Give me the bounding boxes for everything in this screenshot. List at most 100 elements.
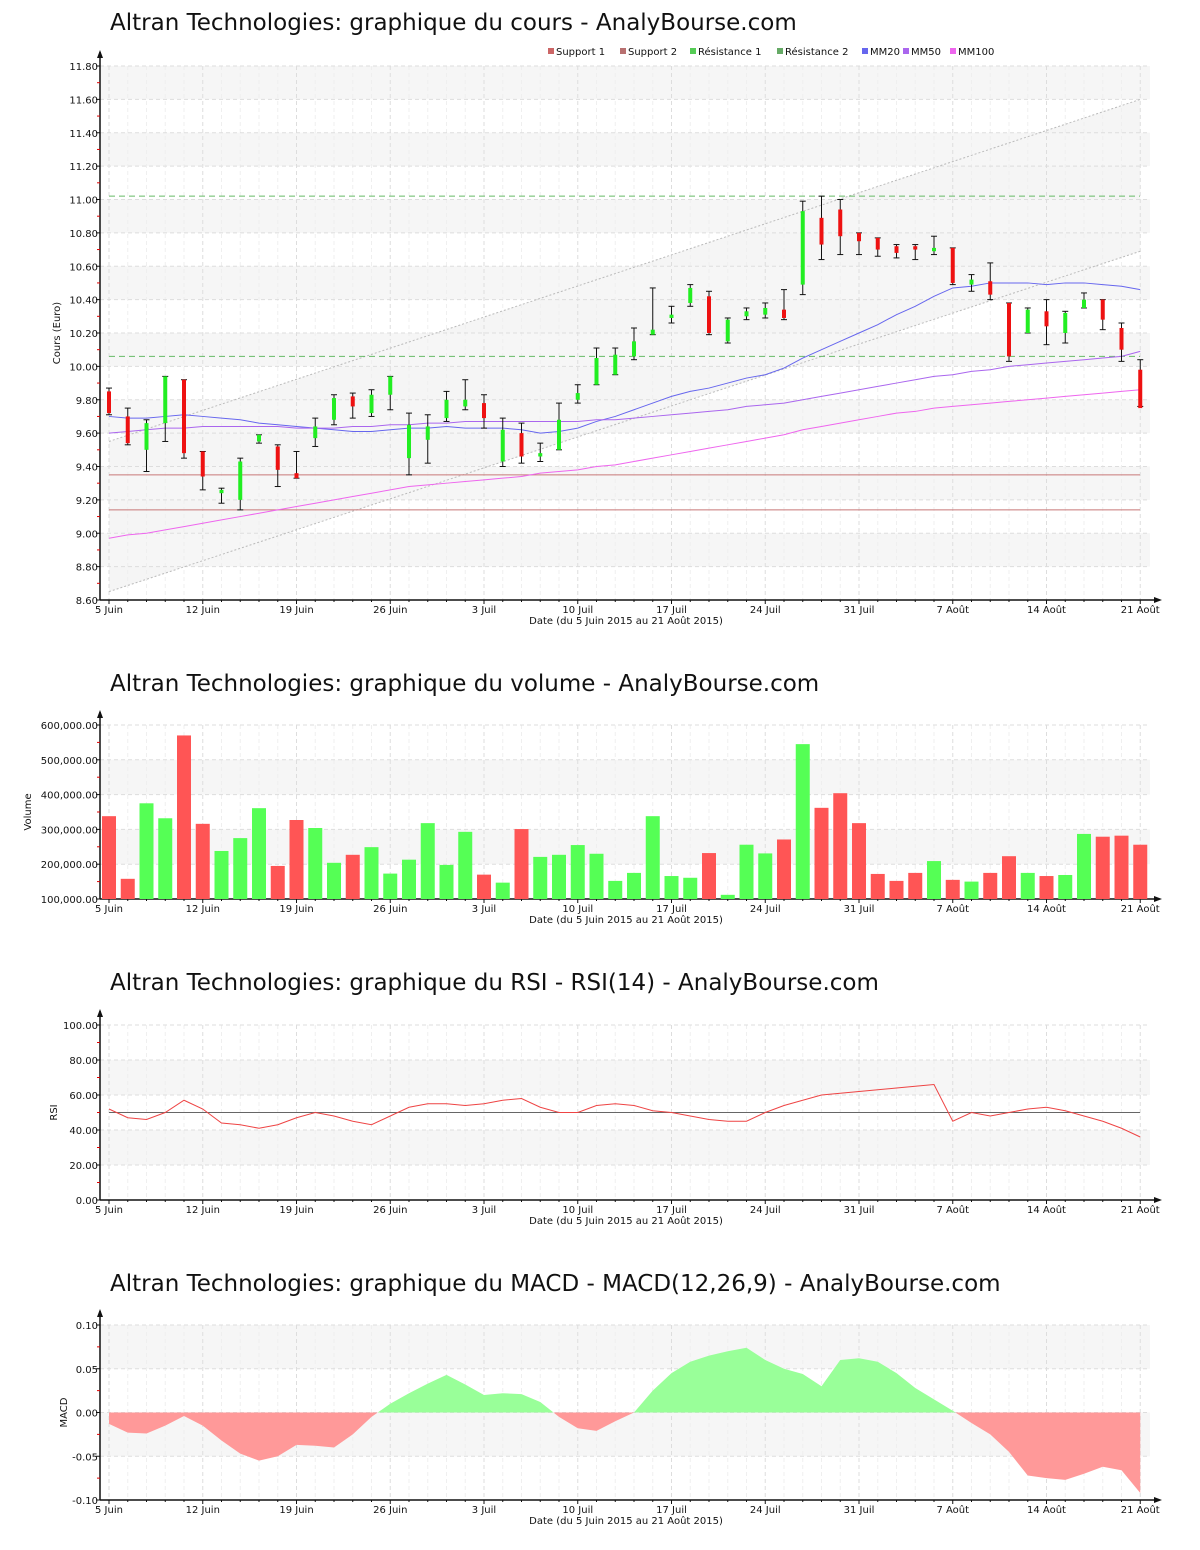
x-tick-label: 7 Août	[936, 1204, 969, 1216]
candle-body-down	[707, 296, 711, 333]
volume-bar	[214, 850, 229, 899]
candle-body-down	[1007, 302, 1011, 357]
x-tick-label: 21 Août	[1121, 903, 1160, 915]
x-tick-label: 3 Juil	[472, 605, 496, 616]
y-tick-label: 9.40	[76, 463, 98, 474]
candle-body-down	[1138, 369, 1143, 409]
volume-bar	[1095, 836, 1110, 899]
x-tick-label: 5 Juin	[95, 1205, 123, 1216]
y-tick-label: 20.00	[69, 1161, 98, 1172]
grid-band	[100, 333, 1150, 367]
candle-body-down	[875, 237, 880, 250]
volume-bar	[889, 880, 904, 899]
x-axis-label: Date (du 5 Juin 2015 au 21 Août 2015)	[529, 615, 723, 627]
grid-band	[100, 266, 1150, 300]
volume-bar	[120, 878, 135, 899]
y-axis-label: MACD	[59, 1397, 70, 1427]
candle-body-up	[538, 453, 543, 457]
candle-body-up	[332, 398, 336, 420]
y-axis-arrow-icon	[97, 50, 103, 58]
volume-bar	[645, 816, 660, 899]
legend-swatch-icon	[862, 48, 868, 54]
x-tick-label: 24 Juil	[750, 1505, 781, 1516]
candle-body-up	[163, 376, 168, 424]
volume-bar	[1039, 876, 1054, 899]
volume-bar	[308, 828, 323, 899]
legend-item-résistance-1: Résistance 1	[698, 46, 761, 58]
volume-bar	[177, 735, 191, 899]
x-tick-label: 10 Juil	[562, 1505, 593, 1516]
candle-body-down	[1100, 299, 1105, 320]
legend-item-mm20: MM20	[870, 47, 900, 58]
x-tick-label: 5 Juin	[95, 904, 123, 915]
y-tick-label: 0.10	[76, 1321, 98, 1332]
y-tick-label: 80.00	[69, 1056, 98, 1067]
candle-body-down	[107, 391, 111, 414]
candle-body-down	[857, 232, 861, 242]
candle-body-up	[444, 399, 449, 419]
macd-chart-title: Altran Technologies: graphique du MACD -…	[110, 1271, 1001, 1297]
x-tick-label: 31 Juil	[844, 1505, 875, 1516]
y-tick-label: 300,000.00	[41, 825, 98, 836]
volume-bar	[102, 816, 116, 899]
volume-bar	[439, 864, 454, 899]
volume-bar	[927, 861, 941, 899]
legend-item-mm50: MM50	[911, 47, 941, 58]
candle-body-up	[313, 426, 318, 439]
candle-body-up	[388, 376, 393, 395]
volume-bar	[533, 856, 548, 899]
grid-band	[100, 466, 1150, 500]
x-tick-label: 19 Juin	[279, 1205, 313, 1216]
x-tick-label: 7 Août	[936, 903, 969, 915]
x-tick-label: 26 Juin	[373, 605, 407, 616]
candle-body-down	[182, 379, 186, 454]
x-tick-label: 12 Juin	[186, 904, 220, 915]
y-tick-label: -0.10	[72, 1496, 98, 1507]
x-tick-label: 17 Juil	[656, 605, 687, 616]
x-tick-label: 7 Août	[936, 604, 969, 616]
macd-chart: -0.10 -0.05 0.00 0.05 0.10 5 Juin 12 Juin 19 Ju…	[59, 1309, 1162, 1527]
volume-chart-title: Altran Technologies: graphique du volume…	[110, 671, 820, 697]
volume-bar	[664, 876, 679, 899]
y-tick-label: -0.05	[72, 1452, 98, 1463]
candle-body-down	[950, 247, 955, 283]
candle-body-up	[744, 311, 749, 317]
y-axis-label: Volume	[23, 793, 34, 830]
volume-bar	[158, 818, 173, 899]
y-tick-label: 60.00	[69, 1091, 98, 1102]
legend-swatch-icon	[690, 48, 696, 54]
y-tick-label: 0.00	[76, 1196, 98, 1207]
mm50-line	[108, 350, 1141, 434]
y-tick-label: 400,000.00	[41, 791, 98, 802]
volume-bar	[908, 872, 923, 899]
legend-item-support-2: Support 2	[628, 47, 677, 58]
x-tick-label: 12 Juin	[186, 1505, 220, 1516]
y-tick-label: 100.00	[63, 1021, 98, 1032]
volume-bar	[1058, 874, 1073, 899]
candle-body-down	[1044, 311, 1049, 327]
rsi-chart: 0.00 20.00 40.00 60.00 80.00 100.00 5 Juin 12 J…	[49, 1009, 1162, 1227]
x-tick-label: 26 Juin	[373, 1505, 407, 1516]
x-axis-arrow-icon	[1154, 597, 1162, 603]
candle-body-up	[407, 424, 411, 459]
x-tick-label: 14 Août	[1027, 1504, 1066, 1516]
y-tick-label: 600,000.00	[41, 721, 98, 732]
candle-body-down	[782, 309, 786, 318]
candle-body-up	[1082, 299, 1086, 308]
candle-body-up	[238, 461, 243, 500]
x-axis-arrow-icon	[1154, 1497, 1162, 1503]
volume-bar	[627, 872, 641, 899]
x-tick-label: 17 Juil	[656, 904, 687, 915]
legend-item-mm100: MM100	[958, 47, 994, 58]
volume-bar	[252, 808, 266, 899]
rsi-line	[108, 1083, 1141, 1138]
volume-bar	[608, 880, 623, 899]
candle-body-up	[425, 426, 430, 440]
volume-bar	[870, 873, 885, 899]
volume-bar	[983, 872, 998, 899]
candle-body-up	[257, 434, 261, 442]
y-tick-label: 11.20	[69, 162, 98, 173]
macd-negative-area	[109, 1412, 1141, 1493]
volume-bar	[1077, 833, 1091, 899]
volume-chart: 100,000.00 200,000.00 300,000.00 400,000.00…	[23, 710, 1162, 926]
